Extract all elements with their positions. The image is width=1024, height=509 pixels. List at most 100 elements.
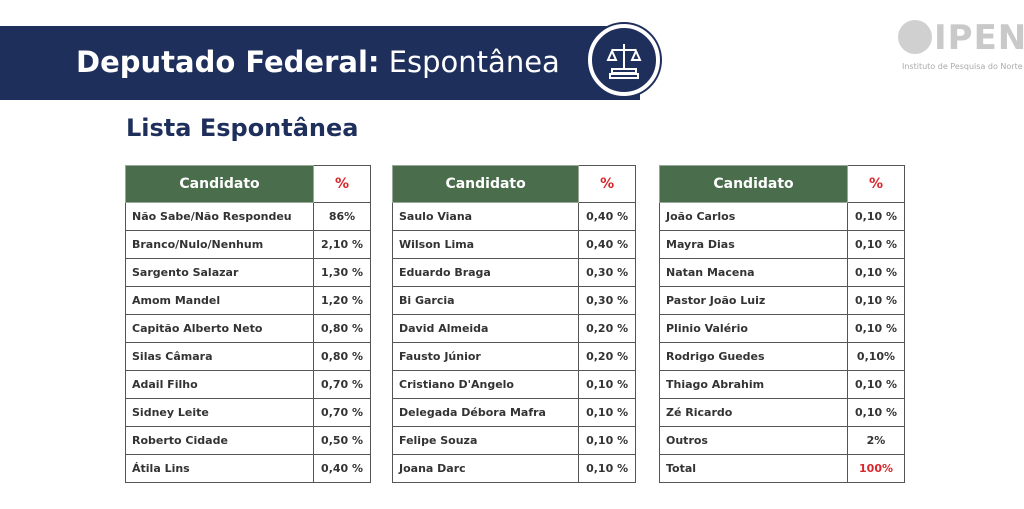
candidate-pct: 0,70 % bbox=[313, 398, 371, 427]
total-pct: 100% bbox=[847, 454, 905, 483]
table-row: Rodrigo Guedes 0,10% bbox=[658, 342, 905, 371]
table-row: Sargento Salazar 1,30 % bbox=[124, 258, 371, 287]
candidate-pct: 0,40 % bbox=[313, 454, 371, 483]
candidate-name: Thiago Abrahim bbox=[658, 370, 849, 399]
candidate-name: David Almeida bbox=[391, 314, 580, 343]
candidate-pct: 0,10 % bbox=[847, 286, 905, 315]
table-row: Saulo Viana 0,40 % bbox=[391, 202, 636, 231]
total-label: Total bbox=[658, 454, 849, 483]
candidate-pct: 0,10 % bbox=[847, 230, 905, 259]
candidate-name: Fausto Júnior bbox=[391, 342, 580, 371]
candidate-pct: 0,10 % bbox=[847, 258, 905, 287]
candidate-name: Plinio Valério bbox=[658, 314, 849, 343]
candidate-name: Amom Mandel bbox=[124, 286, 315, 315]
candidate-name: Não Sabe/Não Respondeu bbox=[124, 202, 315, 231]
table-row: Cristiano D'Angelo 0,10 % bbox=[391, 370, 636, 399]
candidate-name: Wilson Lima bbox=[391, 230, 580, 259]
candidate-name: Delegada Débora Mafra bbox=[391, 398, 580, 427]
col-percent: % bbox=[578, 165, 636, 203]
col-percent: % bbox=[847, 165, 905, 203]
col-candidato: Candidato bbox=[658, 165, 849, 203]
candidate-name: Átila Lins bbox=[124, 454, 315, 483]
candidate-name: Zé Ricardo bbox=[658, 398, 849, 427]
table-row: Amom Mandel 1,20 % bbox=[124, 286, 371, 315]
table-row: Thiago Abrahim 0,10 % bbox=[658, 370, 905, 399]
col-candidato: Candidato bbox=[124, 165, 315, 203]
candidate-pct: 0,80 % bbox=[313, 314, 371, 343]
candidate-name: Sargento Salazar bbox=[124, 258, 315, 287]
candidate-pct: 0,30 % bbox=[578, 258, 636, 287]
candidate-name: Cristiano D'Angelo bbox=[391, 370, 580, 399]
table-row: Plinio Valério 0,10 % bbox=[658, 314, 905, 343]
table-row: Branco/Nulo/Nenhum 2,10 % bbox=[124, 230, 371, 259]
candidate-table-3: Candidato % João Carlos 0,10 % Mayra Dias… bbox=[658, 165, 905, 483]
page-title: Deputado Federal: Espontânea bbox=[76, 42, 560, 82]
title-rest: Espontânea bbox=[379, 45, 560, 79]
table-row: Zé Ricardo 0,10 % bbox=[658, 398, 905, 427]
col-percent: % bbox=[313, 165, 371, 203]
candidate-name: Sidney Leite bbox=[124, 398, 315, 427]
table-row: Fausto Júnior 0,20 % bbox=[391, 342, 636, 371]
table-row: Sidney Leite 0,70 % bbox=[124, 398, 371, 427]
candidate-table-1: Candidato % Não Sabe/Não Respondeu 86% Br… bbox=[124, 165, 371, 483]
col-candidato: Candidato bbox=[391, 165, 580, 203]
candidate-name: João Carlos bbox=[658, 202, 849, 231]
candidate-pct: 0,10 % bbox=[578, 398, 636, 427]
candidate-name: Rodrigo Guedes bbox=[658, 342, 849, 371]
candidate-name: Capitão Alberto Neto bbox=[124, 314, 315, 343]
candidate-pct: 0,10 % bbox=[847, 314, 905, 343]
candidate-name: Outros bbox=[658, 426, 849, 455]
candidate-pct: 86% bbox=[313, 202, 371, 231]
table-row: Wilson Lima 0,40 % bbox=[391, 230, 636, 259]
scales-emblem bbox=[588, 24, 660, 96]
candidate-pct: 2,10 % bbox=[313, 230, 371, 259]
candidate-name: Mayra Dias bbox=[658, 230, 849, 259]
table-row: David Almeida 0,20 % bbox=[391, 314, 636, 343]
title-bold: Deputado Federal: bbox=[76, 45, 380, 79]
table-row: Delegada Débora Mafra 0,10 % bbox=[391, 398, 636, 427]
table-row: Joana Darc 0,10 % bbox=[391, 454, 636, 483]
candidate-pct: 0,30 % bbox=[578, 286, 636, 315]
candidate-pct: 0,10 % bbox=[578, 426, 636, 455]
table-row: Mayra Dias 0,10 % bbox=[658, 230, 905, 259]
candidate-name: Felipe Souza bbox=[391, 426, 580, 455]
total-row: Total 100% bbox=[658, 454, 905, 483]
candidate-pct: 0,10 % bbox=[578, 370, 636, 399]
candidate-name: Branco/Nulo/Nenhum bbox=[124, 230, 315, 259]
candidate-name: Saulo Viana bbox=[391, 202, 580, 231]
table-row: Pastor João Luiz 0,10 % bbox=[658, 286, 905, 315]
logo-subtitle: Instituto de Pesquisa do Norte bbox=[902, 62, 1023, 71]
section-title: Lista Espontânea bbox=[126, 114, 359, 142]
candidate-pct: 0,20 % bbox=[578, 342, 636, 371]
candidate-pct: 0,10% bbox=[847, 342, 905, 371]
scales-icon bbox=[606, 44, 642, 79]
candidate-pct: 0,20 % bbox=[578, 314, 636, 343]
candidate-pct: 2% bbox=[847, 426, 905, 455]
candidate-name: Joana Darc bbox=[391, 454, 580, 483]
candidate-pct: 1,20 % bbox=[313, 286, 371, 315]
table-row: Não Sabe/Não Respondeu 86% bbox=[124, 202, 371, 231]
candidate-pct: 0,10 % bbox=[847, 398, 905, 427]
candidate-pct: 0,50 % bbox=[313, 426, 371, 455]
candidate-name: Pastor João Luiz bbox=[658, 286, 849, 315]
candidate-pct: 0,10 % bbox=[847, 370, 905, 399]
table-row: Átila Lins 0,40 % bbox=[124, 454, 371, 483]
table-row: Felipe Souza 0,10 % bbox=[391, 426, 636, 455]
logo-wordmark: IPEN bbox=[934, 18, 1024, 58]
table-row: Capitão Alberto Neto 0,80 % bbox=[124, 314, 371, 343]
candidate-pct: 1,30 % bbox=[313, 258, 371, 287]
candidate-pct: 0,10 % bbox=[847, 202, 905, 231]
ipen-logo: IPEN Instituto de Pesquisa do Norte bbox=[896, 12, 1024, 76]
table-row: Eduardo Braga 0,30 % bbox=[391, 258, 636, 287]
table-row: Silas Câmara 0,80 % bbox=[124, 342, 371, 371]
candidate-name: Natan Macena bbox=[658, 258, 849, 287]
table-row: Natan Macena 0,10 % bbox=[658, 258, 905, 287]
candidate-name: Roberto Cidade bbox=[124, 426, 315, 455]
title-banner bbox=[0, 26, 640, 100]
candidate-table-2: Candidato % Saulo Viana 0,40 % Wilson Lim… bbox=[391, 165, 636, 483]
table-row: Adail Filho 0,70 % bbox=[124, 370, 371, 399]
table-row: Bi Garcia 0,30 % bbox=[391, 286, 636, 315]
table-row: Roberto Cidade 0,50 % bbox=[124, 426, 371, 455]
candidate-pct: 0,40 % bbox=[578, 230, 636, 259]
candidate-name: Eduardo Braga bbox=[391, 258, 580, 287]
